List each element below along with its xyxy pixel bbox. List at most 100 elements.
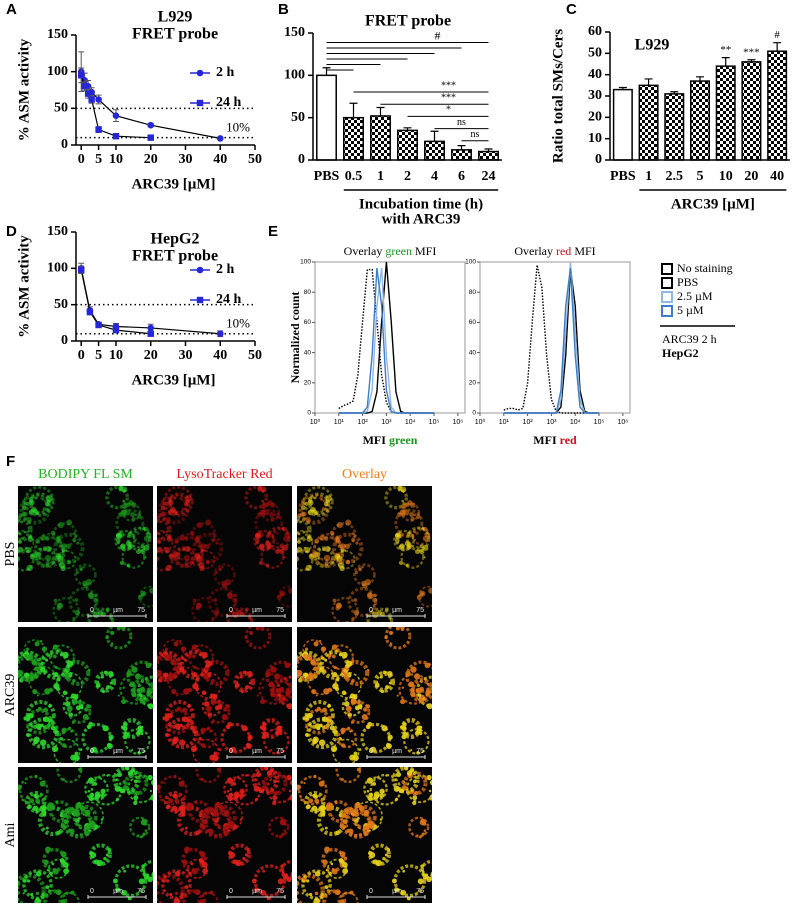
cell-speckle bbox=[60, 851, 67, 858]
bar bbox=[397, 129, 418, 161]
marker bbox=[95, 96, 102, 103]
cell-speckle bbox=[326, 802, 333, 809]
cell-speckle bbox=[117, 623, 120, 626]
cell-signal bbox=[87, 607, 115, 622]
cell-speckle bbox=[121, 503, 128, 509]
cell-speckle bbox=[18, 532, 22, 536]
cell-speckle bbox=[406, 770, 413, 776]
x-axis-label-part: red bbox=[560, 433, 577, 447]
cell-speckle bbox=[197, 555, 200, 558]
cell-speckle bbox=[264, 540, 271, 547]
cell-speckle bbox=[129, 681, 136, 688]
x-tick-label: 10⁰ bbox=[475, 418, 486, 426]
cell-speckle bbox=[265, 564, 268, 567]
cell-speckle bbox=[188, 871, 192, 876]
micrograph-background bbox=[18, 627, 153, 763]
cell-speckle bbox=[72, 537, 77, 542]
cell-speckle bbox=[46, 869, 49, 872]
cell-speckle bbox=[60, 653, 64, 657]
cell-speckle bbox=[100, 818, 104, 821]
cell-speckle bbox=[277, 693, 282, 697]
cell-speckle bbox=[136, 730, 141, 735]
cell-speckle bbox=[137, 751, 141, 755]
cell-speckle bbox=[374, 682, 380, 688]
cell-speckle bbox=[299, 520, 302, 524]
cell-speckle bbox=[341, 862, 348, 868]
cell-speckle bbox=[419, 698, 425, 704]
y-tick-label: 10 bbox=[588, 131, 602, 146]
cell-speckle bbox=[114, 785, 121, 792]
cell-speckle bbox=[199, 851, 206, 858]
cell-speckle bbox=[130, 512, 136, 518]
cell-speckle bbox=[100, 793, 106, 798]
cell-speckle bbox=[317, 556, 321, 560]
cell-signal bbox=[43, 889, 68, 903]
cell-signal bbox=[157, 529, 174, 554]
cell-speckle bbox=[45, 545, 52, 552]
cell-speckle bbox=[29, 798, 35, 804]
cell-speckle bbox=[203, 856, 208, 861]
x-tick-label: 10² bbox=[358, 419, 369, 426]
cell-speckle bbox=[123, 869, 127, 873]
scale-bar-label: µm bbox=[252, 748, 262, 755]
cell-speckle bbox=[322, 716, 328, 723]
cell-speckle bbox=[366, 789, 370, 793]
cell-speckle bbox=[74, 609, 81, 616]
scale-bar-label: µm bbox=[113, 748, 123, 755]
cell-speckle bbox=[27, 804, 32, 809]
cell-speckle bbox=[53, 672, 59, 678]
cell-speckle bbox=[233, 593, 238, 598]
cell-speckle bbox=[115, 887, 120, 892]
cell-speckle bbox=[115, 533, 123, 540]
cell-speckle bbox=[121, 698, 127, 705]
cell-speckle bbox=[22, 500, 26, 505]
bar bbox=[424, 140, 445, 161]
cell-speckle bbox=[187, 704, 192, 708]
y-tick-label: 100 bbox=[284, 68, 305, 83]
cell-speckle bbox=[332, 728, 338, 734]
cell-speckle bbox=[410, 749, 413, 752]
cell-signal bbox=[297, 529, 314, 554]
cell-speckle bbox=[229, 824, 234, 829]
cell-speckle bbox=[232, 781, 237, 786]
cell-speckle bbox=[203, 808, 210, 814]
cell-speckle bbox=[142, 870, 146, 873]
legend-note: HepG2 bbox=[662, 346, 699, 360]
cell-speckle bbox=[48, 904, 51, 907]
cell-speckle bbox=[297, 546, 303, 553]
cell-speckle bbox=[422, 535, 429, 542]
cell-speckle bbox=[179, 667, 185, 673]
cell-speckle bbox=[201, 651, 208, 659]
cell-speckle bbox=[45, 561, 50, 566]
cell-speckle bbox=[165, 714, 169, 718]
cell-speckle bbox=[355, 541, 359, 545]
column-header: BODIPY FL SM bbox=[38, 467, 133, 482]
cell-speckle bbox=[18, 669, 24, 677]
panel-label: E bbox=[268, 223, 278, 240]
scale-bar-label: µm bbox=[113, 607, 123, 614]
cell-speckle bbox=[23, 511, 28, 517]
cell-speckle bbox=[320, 498, 323, 501]
cell-speckle bbox=[369, 595, 372, 599]
cell-speckle bbox=[239, 675, 243, 679]
cell-speckle bbox=[370, 746, 377, 753]
cell-signal bbox=[58, 891, 80, 903]
cell-speckle bbox=[279, 686, 284, 692]
chart-title: Overlay green MFI bbox=[344, 244, 437, 258]
cell-speckle bbox=[42, 507, 47, 511]
cell-speckle bbox=[58, 555, 61, 558]
panel-label: D bbox=[6, 223, 17, 240]
cell-speckle bbox=[353, 598, 358, 602]
cell-speckle bbox=[305, 517, 311, 523]
marker bbox=[78, 266, 85, 273]
cell-speckle bbox=[274, 791, 279, 796]
cell-speckle bbox=[318, 640, 322, 643]
legend-label: PBS bbox=[677, 275, 698, 289]
cell-speckle bbox=[194, 558, 197, 561]
cell-speckle bbox=[35, 871, 42, 877]
cell-speckle bbox=[93, 603, 97, 607]
cell-speckle bbox=[93, 781, 98, 786]
cell-speckle bbox=[387, 734, 393, 740]
significance-label: ns bbox=[471, 129, 480, 140]
cell-speckle bbox=[65, 543, 71, 550]
